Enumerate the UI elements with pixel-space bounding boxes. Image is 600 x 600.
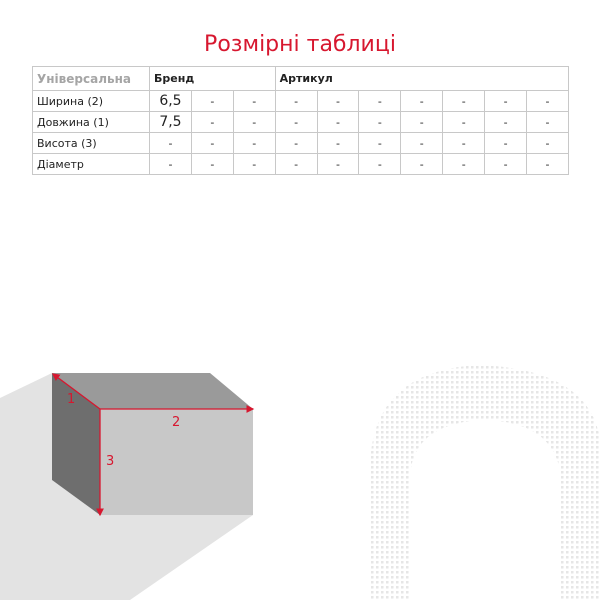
corner-label: Універсальна	[32, 66, 150, 91]
dimension-label-3: 3	[106, 454, 114, 469]
table-cell: -	[190, 153, 234, 175]
table-cell: -	[149, 153, 192, 175]
table-row: Діаметр - - - - - - - - - -	[32, 153, 569, 175]
table-cell: 7,5	[149, 111, 192, 133]
box-top-face	[52, 373, 253, 409]
page-title: Розмірні таблиці	[204, 32, 396, 57]
table-cell: -	[484, 153, 528, 175]
box-left-face	[52, 373, 100, 515]
table-cell: -	[442, 153, 486, 175]
dimension-label-1: 1	[67, 392, 75, 407]
dimension-label-2: 2	[172, 415, 180, 430]
table-cell: -	[526, 90, 569, 112]
table-header-row: Універсальна Бренд Артикул	[32, 66, 570, 91]
row-label: Діаметр	[32, 153, 150, 175]
size-table: Універсальна Бренд Артикул Ширина (2) 6,5…	[32, 66, 570, 175]
article-header: Артикул	[274, 66, 570, 91]
box-shadow	[0, 373, 253, 600]
table-cell: -	[358, 153, 402, 175]
table-cell: -	[526, 153, 569, 175]
box-front-face	[100, 409, 253, 515]
table-row: Висота (3) - - - - - - - - - -	[32, 132, 569, 154]
table-cell: -	[526, 111, 569, 133]
ornament-arch	[370, 365, 600, 600]
table-row: Довжина (1) 7,5- - - - - - - - -	[32, 111, 569, 133]
